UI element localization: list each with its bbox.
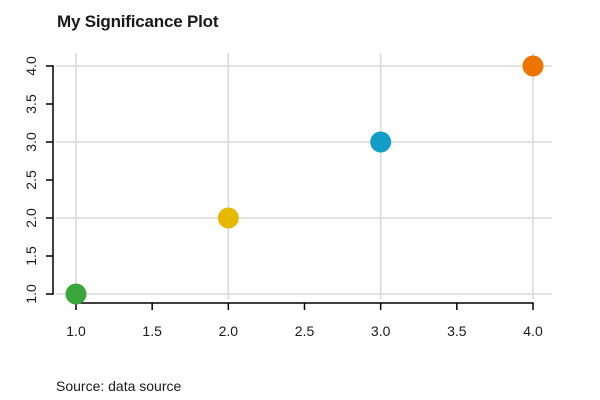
y-tick-label: 1.0 (23, 284, 39, 304)
x-tick-label: 3.5 (447, 323, 467, 339)
data-point (65, 283, 87, 305)
source-caption: Source: data source (56, 378, 182, 394)
chart-title: My Significance Plot (57, 12, 219, 31)
data-point (522, 55, 544, 77)
x-tick-label: 3.0 (371, 323, 391, 339)
y-tick-label: 3.5 (23, 94, 39, 114)
x-tick-label: 1.0 (66, 323, 86, 339)
y-tick-label: 3.0 (23, 132, 39, 152)
x-tick-label: 1.5 (142, 323, 162, 339)
y-tick-label: 2.0 (23, 208, 39, 228)
data-point (217, 207, 239, 229)
y-tick-label: 1.5 (23, 246, 39, 266)
x-tick-label: 2.5 (295, 323, 315, 339)
data-point (370, 131, 392, 153)
y-tick-label: 2.5 (23, 170, 39, 190)
x-tick-label: 4.0 (523, 323, 543, 339)
x-tick-label: 2.0 (219, 323, 239, 339)
y-tick-label: 4.0 (23, 56, 39, 76)
